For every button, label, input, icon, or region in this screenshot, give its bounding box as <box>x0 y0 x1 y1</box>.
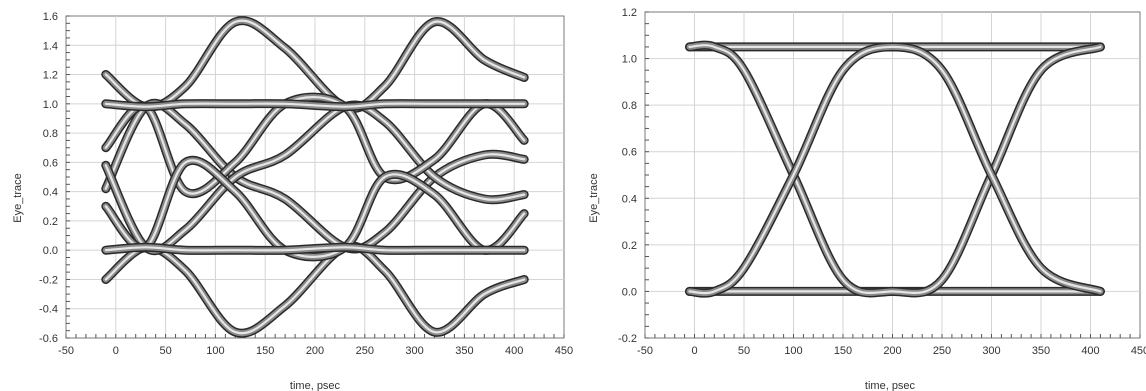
x-tick-label: 200 <box>883 345 901 357</box>
y-tick-label: 0.4 <box>622 193 637 205</box>
y-tick-label: 0.8 <box>622 100 637 112</box>
y-tick-label: 0.2 <box>622 240 637 252</box>
y-axis-label-right: Eye_trace <box>588 173 600 223</box>
x-tick-label: 350 <box>455 345 473 357</box>
eye-trace-2-core <box>688 44 1102 294</box>
y-tick-label: 1.0 <box>43 99 58 111</box>
x-tick-label: 200 <box>306 345 324 357</box>
eye-trace-3-core <box>688 45 1102 295</box>
eye-trace-0-core <box>104 19 526 110</box>
y-tick-label: 0.2 <box>43 216 58 228</box>
x-tick-label: 450 <box>1131 345 1146 357</box>
x-tick-label: 50 <box>738 345 750 357</box>
y-tick-label: 0.8 <box>43 128 58 140</box>
x-tick-label: 250 <box>933 345 951 357</box>
x-tick-label: 100 <box>206 345 224 357</box>
eye-traces <box>101 16 529 338</box>
x-axis-label-right: time, psec <box>865 380 916 391</box>
y-tick-label: 0.4 <box>43 187 58 199</box>
eye-trace-4-core <box>104 96 526 195</box>
y-tick-label: -0.6 <box>39 333 58 345</box>
x-tick-label: 350 <box>1032 345 1050 357</box>
y-tick-label: 1.6 <box>43 11 58 23</box>
x-tick-label: 0 <box>113 345 119 357</box>
eye-trace-7-core <box>104 246 526 252</box>
x-tick-label: 150 <box>256 345 274 357</box>
eye-trace-1-core <box>104 244 526 335</box>
y-tick-label: -0.4 <box>39 304 58 316</box>
y-tick-label: 1.2 <box>43 70 58 82</box>
eye-diagram-left: Eye_trace time, psec -50 0 50 100 150 200 250 3… <box>12 11 573 391</box>
eye-traces <box>685 40 1105 298</box>
x-tick-label: 400 <box>1081 345 1099 357</box>
x-tick-label: 300 <box>982 345 1000 357</box>
y-tick-label: -0.2 <box>39 274 58 286</box>
y-tick-label: 0.6 <box>43 157 58 169</box>
x-tick-label: 0 <box>691 345 697 357</box>
x-tick-label: -50 <box>637 345 653 357</box>
y-axis-label-left: Eye_trace <box>12 173 24 223</box>
eye-trace-6-core <box>104 102 526 108</box>
eye-trace-5-core <box>104 159 526 258</box>
y-tick-label: 1.2 <box>622 7 637 19</box>
x-axis-label-left: time, psec <box>290 380 341 391</box>
y-tick-label: 1.4 <box>43 40 58 52</box>
y-tick-label: 0.0 <box>622 286 637 298</box>
y-tick-label: 0.6 <box>622 147 637 159</box>
x-tick-label: 450 <box>555 345 573 357</box>
x-tick-label: 100 <box>784 345 802 357</box>
x-tick-label: 150 <box>834 345 852 357</box>
x-tick-label: 250 <box>356 345 374 357</box>
x-tick-label: 400 <box>505 345 523 357</box>
x-tick-label: -50 <box>58 345 74 357</box>
y-tick-label: 0.0 <box>43 245 58 257</box>
y-tick-label: 1.0 <box>622 54 637 66</box>
eye-diagram-right: Eye_trace time, psec -50 0 50 100 150 200 250 3… <box>588 7 1146 391</box>
y-tick-label: -0.2 <box>618 333 637 345</box>
x-tick-label: 50 <box>159 345 171 357</box>
x-tick-label: 300 <box>405 345 423 357</box>
